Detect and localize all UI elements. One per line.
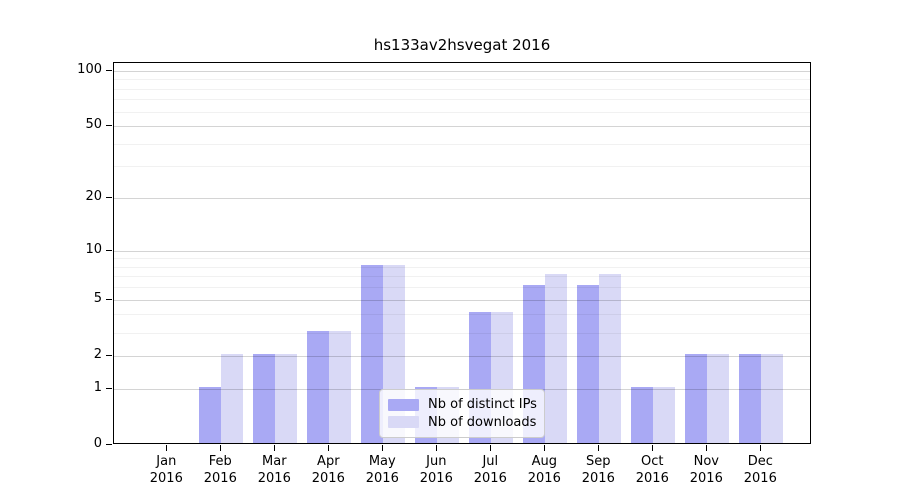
gridline-major	[114, 126, 810, 128]
gridline-minor	[114, 258, 810, 260]
legend-item-downloads: Nb of downloads	[388, 415, 536, 430]
y-tick-mark	[106, 69, 112, 71]
gridline-minor	[114, 266, 810, 268]
y-tick-label: 1	[93, 379, 102, 395]
x-tick-mark	[706, 445, 708, 451]
legend-label-downloads: Nb of downloads	[428, 414, 537, 430]
bar-distinct-ips	[253, 353, 276, 443]
gridline-minor	[114, 111, 810, 113]
bar-distinct-ips	[307, 330, 330, 443]
gridline-major	[114, 299, 810, 301]
gridline-minor	[114, 99, 810, 101]
bar-distinct-ips	[577, 285, 600, 443]
gridline-minor	[114, 287, 810, 289]
x-tick-label-apr: Apr 2016	[311, 454, 345, 486]
x-tick-label-nov: Nov 2016	[689, 454, 723, 486]
gridline-major	[114, 250, 810, 252]
y-tick-label: 0	[93, 436, 102, 451]
y-tick-mark	[106, 387, 112, 389]
y-tick-mark	[106, 125, 112, 127]
x-tick-label-mar: Mar 2016	[257, 454, 291, 486]
x-tick-mark	[274, 445, 276, 451]
x-tick-label-jun: Jun 2016	[419, 454, 453, 486]
y-tick-mark	[106, 444, 112, 445]
bar-downloads	[707, 353, 730, 443]
plot-area: Nb of distinct IPs Nb of downloads	[113, 62, 811, 444]
x-tick-label-aug: Aug 2016	[527, 454, 561, 486]
y-tick-label: 50	[85, 117, 102, 133]
x-tick-mark	[760, 445, 762, 451]
grid-layer	[114, 63, 810, 443]
y-tick-mark	[106, 249, 112, 251]
x-tick-mark	[166, 445, 168, 451]
gridline-minor	[114, 88, 810, 90]
x-tick-label-jan: Jan 2016	[149, 454, 183, 486]
legend-label-distinct-ips: Nb of distinct IPs	[428, 397, 537, 413]
bar-distinct-ips	[361, 264, 384, 443]
chart-title: hs133av2hsvegat 2016	[373, 36, 551, 54]
legend-item-distinct-ips: Nb of distinct IPs	[388, 397, 537, 413]
y-tick-mark	[106, 197, 112, 199]
gridline-minor	[114, 143, 810, 145]
x-tick-label-sep: Sep 2016	[581, 454, 615, 486]
y-tick-mark	[106, 298, 112, 300]
x-tick-mark	[328, 445, 330, 451]
x-tick-mark	[544, 445, 546, 451]
y-tick-label: 2	[93, 346, 102, 362]
x-tick-mark	[220, 445, 222, 451]
gridline-minor	[114, 166, 810, 168]
gridline-major	[114, 198, 810, 200]
gridline-minor	[114, 276, 810, 278]
y-tick-label: 10	[85, 241, 102, 257]
bar-downloads	[329, 330, 352, 443]
bar-downloads	[275, 353, 298, 443]
bar-distinct-ips	[739, 353, 762, 443]
x-tick-label-jul: Jul 2016	[473, 454, 507, 486]
x-tick-mark	[598, 445, 600, 451]
x-tick-mark	[652, 445, 654, 451]
x-tick-mark	[436, 445, 438, 451]
x-tick-label-oct: Oct 2016	[635, 454, 669, 486]
legend: Nb of distinct IPs Nb of downloads	[379, 389, 545, 438]
gridline-minor	[114, 79, 810, 81]
y-tick-mark	[106, 354, 112, 356]
x-tick-label-feb: Feb 2016	[203, 454, 237, 486]
x-tick-mark	[382, 445, 384, 451]
bar-downloads	[545, 274, 568, 443]
legend-swatch-distinct-ips	[388, 398, 419, 411]
y-tick-label: 20	[85, 189, 102, 205]
bar-distinct-ips	[631, 386, 654, 443]
x-tick-label-may: May 2016	[365, 454, 399, 486]
bar-downloads	[653, 386, 676, 443]
y-tick-label: 5	[93, 290, 102, 306]
x-tick-mark	[490, 445, 492, 451]
y-tick-label: 100	[77, 61, 102, 77]
gridline-minor	[114, 314, 810, 316]
bar-downloads	[761, 353, 784, 443]
gridline-minor	[114, 332, 810, 334]
bar-distinct-ips	[199, 386, 222, 443]
bar-downloads	[221, 353, 244, 443]
legend-swatch-downloads	[388, 416, 419, 429]
gridline-major	[114, 355, 810, 357]
bar-distinct-ips	[685, 353, 708, 443]
x-tick-label-dec: Dec 2016	[743, 454, 777, 486]
bar-downloads	[599, 274, 622, 443]
gridline-major	[114, 70, 810, 72]
